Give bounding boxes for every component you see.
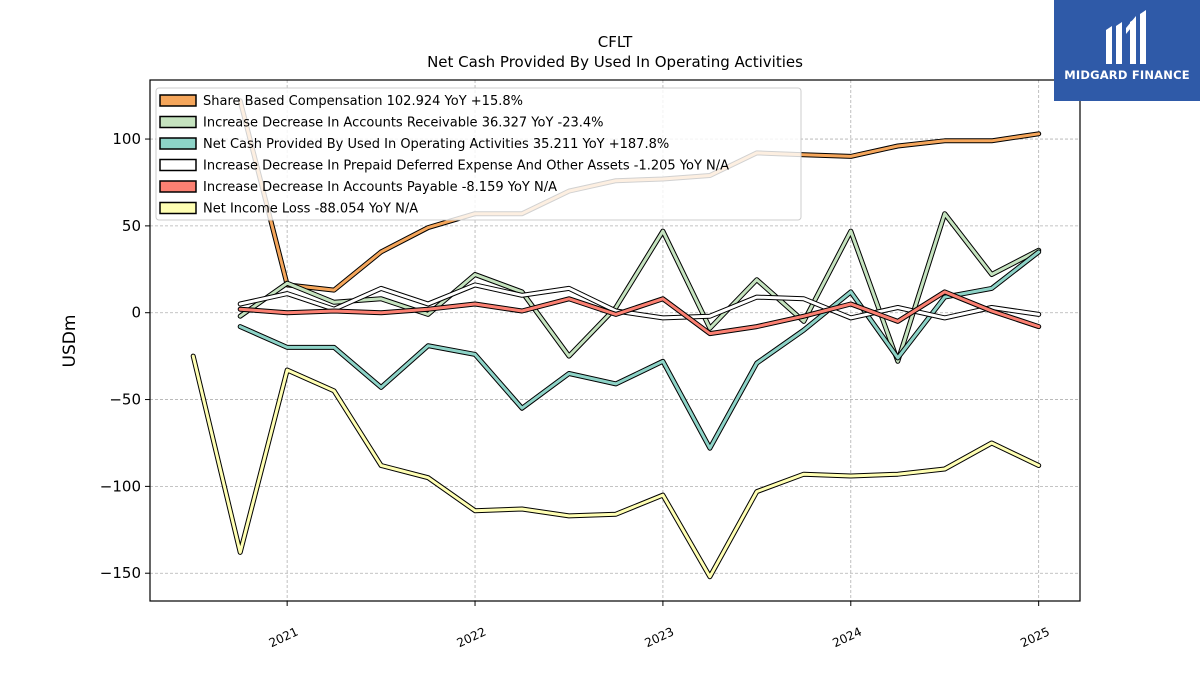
series-outline-net-income-loss — [190, 353, 1042, 580]
chart-subtitle: Net Cash Provided By Used In Operating A… — [427, 53, 803, 71]
chart-title: CFLT — [598, 33, 633, 51]
x-tick-label: 2023 — [642, 625, 676, 651]
y-axis-label: USDm — [60, 315, 80, 368]
series-outline-net-cash-provided-by-used-in-operating-activities — [237, 249, 1042, 451]
legend-box — [155, 87, 802, 221]
legend-entry: Share Based Compensation 102.924 YoY +15… — [203, 94, 523, 109]
legend-swatch — [159, 180, 197, 193]
legend-swatch — [159, 94, 197, 107]
series-line-increase-decrease-in-prepaid-deferred-expense-and-other-assets — [238, 283, 1041, 320]
series-line-net-cash-provided-by-used-in-operating-activities — [238, 250, 1041, 450]
brand-badge: MIDGARD FINANCE — [1054, 0, 1200, 101]
x-tick-label: 2024 — [830, 625, 864, 651]
series-outline-increase-decrease-in-accounts-receivable — [237, 211, 1042, 364]
legend-swatch — [159, 201, 197, 215]
x-tick-label: 2021 — [267, 625, 301, 651]
legend-entry: Increase Decrease In Prepaid Deferred Ex… — [203, 159, 729, 174]
series-line-increase-decrease-in-accounts-payable — [238, 290, 1041, 336]
midgard-logo-icon — [1106, 10, 1146, 64]
legend-swatch — [159, 115, 197, 129]
y-tick-label: −50 — [109, 391, 141, 409]
y-tick-label: 0 — [131, 304, 141, 322]
plot-frame — [149, 79, 1081, 602]
brand-name: MIDGARD FINANCE — [1064, 68, 1190, 82]
legend-entry: Net Income Loss -88.054 YoY N/A — [203, 202, 418, 217]
legend-entry: Increase Decrease In Accounts Receivable… — [203, 116, 604, 131]
y-tick-label: 50 — [122, 217, 141, 235]
series-group — [190, 98, 1042, 580]
x-tick-label: 2025 — [1018, 625, 1052, 651]
series-line-increase-decrease-in-accounts-receivable — [238, 212, 1041, 363]
y-tick-label: 100 — [112, 130, 141, 148]
y-tick-label: −150 — [100, 564, 141, 582]
series-line-net-income-loss — [191, 354, 1041, 579]
legend-entry: Net Cash Provided By Used In Operating A… — [203, 137, 669, 152]
legend-swatch — [159, 137, 197, 150]
legend: Share Based Compensation 102.924 YoY +15… — [155, 87, 802, 221]
legend-swatch — [159, 158, 197, 172]
legend-entry: Increase Decrease In Accounts Payable -8… — [203, 180, 557, 195]
y-tick-label: −100 — [100, 477, 141, 495]
x-tick-label: 2022 — [455, 625, 489, 651]
